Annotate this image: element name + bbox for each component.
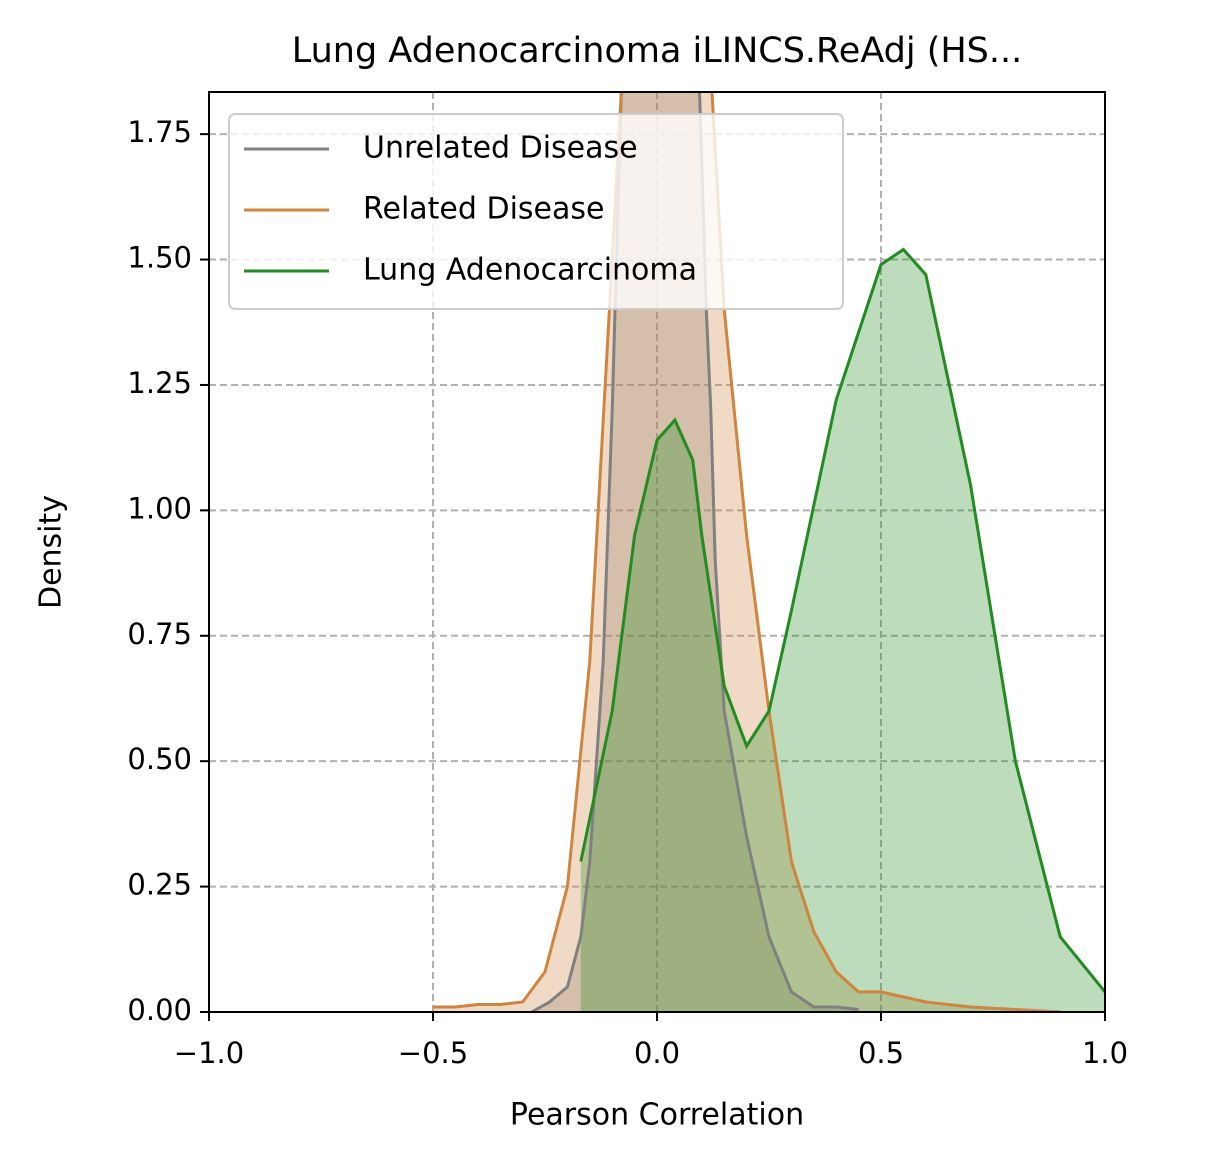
y-axis-label: Density (34, 495, 69, 609)
x-tick-label: 1.0 (1082, 1036, 1128, 1070)
legend-label: Related Disease (363, 192, 604, 227)
density-area (531, 92, 859, 1012)
x-axis-label: Pearson Correlation (510, 1098, 804, 1133)
y-tick-label: 1.00 (127, 491, 192, 525)
x-tick-label: −1.0 (174, 1036, 244, 1070)
plot-area (433, 92, 1105, 1012)
x-tick-label: 0.5 (858, 1036, 904, 1070)
density-line (579, 247, 1105, 993)
x-tick-label: −0.5 (398, 1036, 468, 1070)
legend: Unrelated Disease Related Disease Lung Ade… (228, 113, 844, 310)
density-line (433, 92, 1061, 1012)
y-tick-label: 1.25 (127, 366, 192, 400)
y-tick-label: 0.00 (127, 993, 192, 1027)
y-tick-label: 1.50 (127, 241, 192, 275)
y-tick-label: 0.75 (127, 617, 192, 651)
chart-title: Lung Adenocarcinoma iLINCS.ReAdj (HS... (292, 31, 1023, 71)
legend-box (228, 113, 844, 310)
x-tick-label: 0.0 (634, 1036, 680, 1070)
density-area (580, 249, 1105, 1012)
y-tick-label: 0.25 (127, 868, 192, 902)
y-tick-label: 0.50 (127, 742, 192, 776)
density-line (530, 92, 859, 1012)
legend-label: Unrelated Disease (363, 131, 638, 166)
legend-label: Lung Adenocarcinoma (363, 253, 697, 288)
y-tick-label: 1.75 (127, 115, 192, 149)
ticks: −1.0 −0.5 0.0 0.5 1.0 0.00 0.25 0.50 0.75 1.00 1.2… (127, 115, 1128, 1070)
density-area (433, 92, 1061, 1012)
